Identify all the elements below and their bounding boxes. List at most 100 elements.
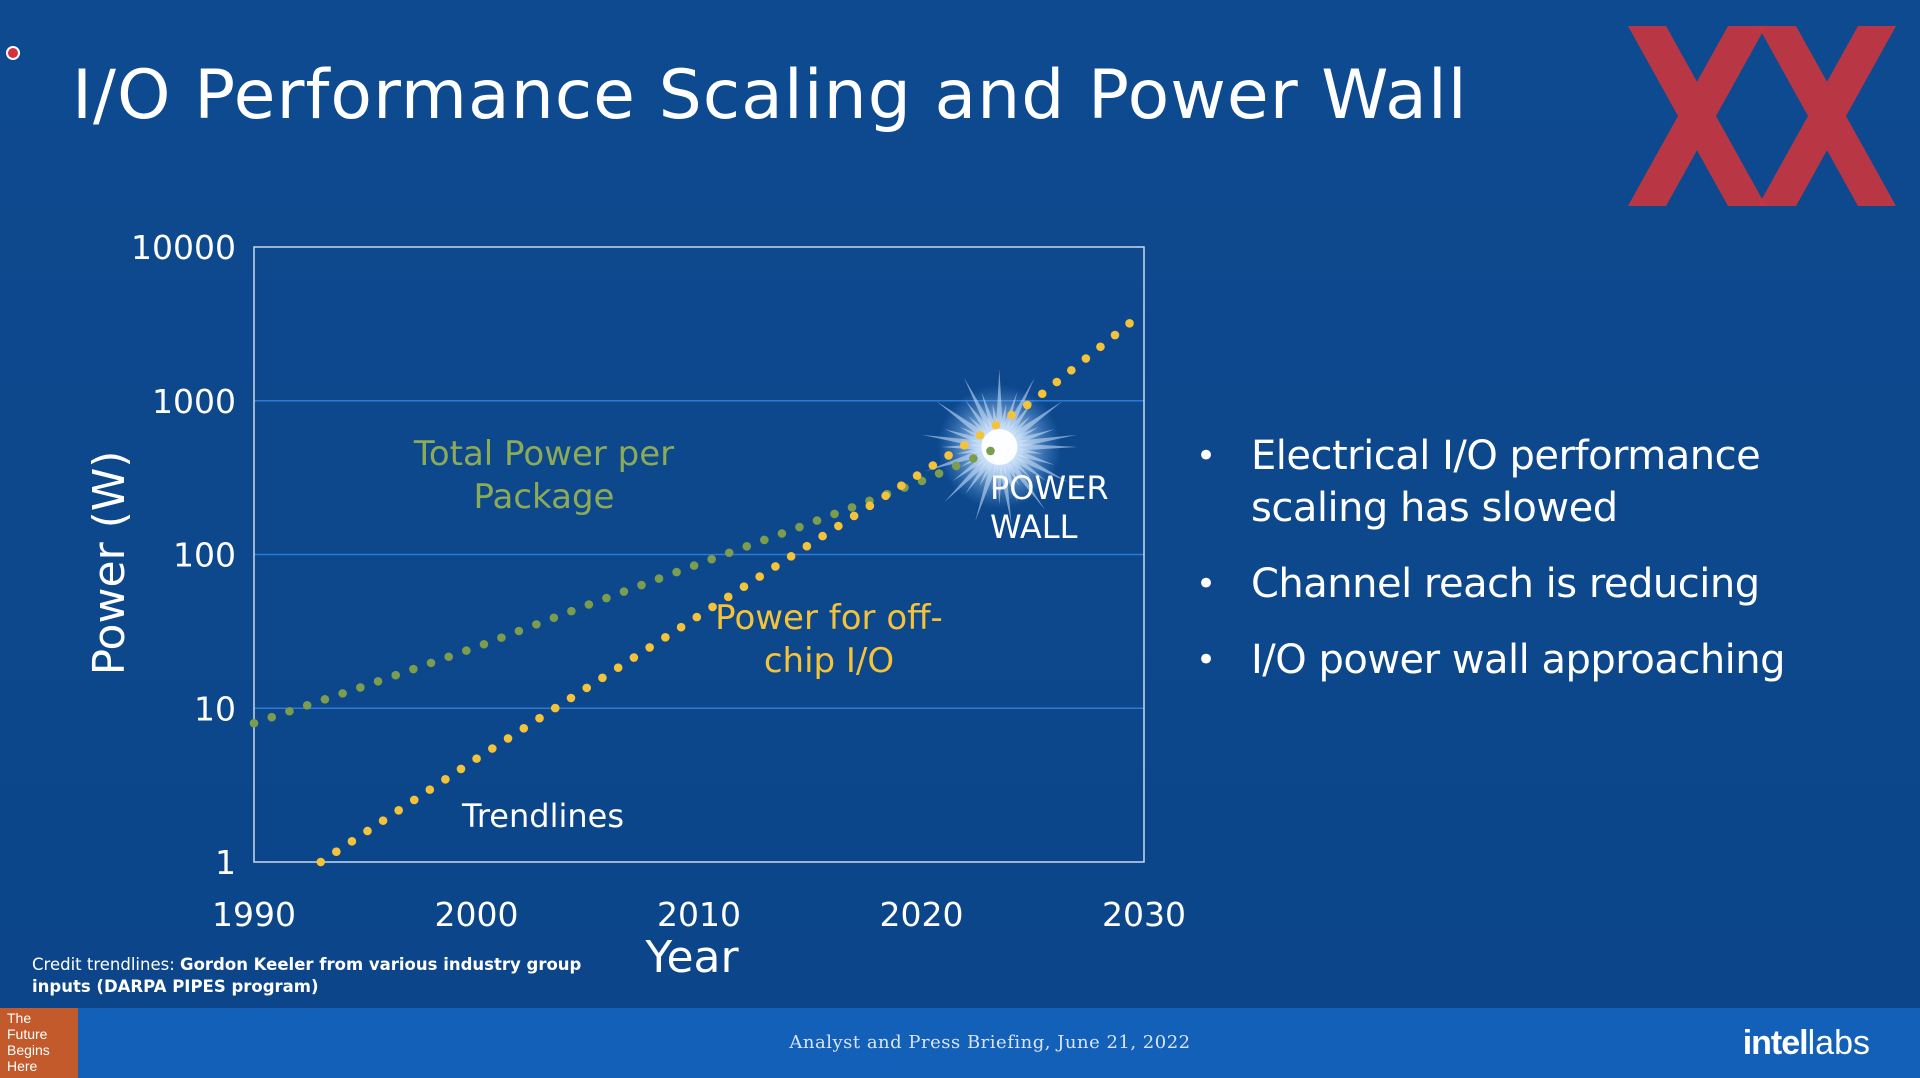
data-point xyxy=(285,706,294,716)
data-point xyxy=(692,612,702,622)
logo-right-x xyxy=(1758,26,1896,206)
data-point xyxy=(991,420,1001,430)
bullet-marker: • xyxy=(1196,564,1216,604)
data-point xyxy=(356,683,365,692)
data-point xyxy=(425,785,435,794)
io-power-label: chip I/O xyxy=(764,641,894,681)
total-power-series xyxy=(249,446,995,728)
data-point xyxy=(619,587,629,596)
logo-left-x xyxy=(1628,26,1766,206)
data-point xyxy=(409,664,418,674)
data-point xyxy=(847,503,857,512)
xx-logo-icon xyxy=(1628,26,1896,206)
tick-layer: 1 10 100 1000 10000 1990 2000 2010 2020 2030 Year P… xyxy=(84,228,1186,983)
data-point xyxy=(645,643,654,652)
data-point xyxy=(1007,410,1016,420)
data-point xyxy=(584,600,594,609)
data-point xyxy=(834,521,843,531)
data-point xyxy=(1096,342,1105,352)
data-point xyxy=(514,626,524,636)
brand-light: labs xyxy=(1807,1024,1870,1062)
data-point xyxy=(1022,400,1032,410)
x-tick-label: 2030 xyxy=(1102,895,1186,934)
data-point xyxy=(1110,330,1120,340)
data-point xyxy=(535,713,544,723)
data-point xyxy=(786,552,796,561)
data-point xyxy=(777,529,787,538)
data-point xyxy=(567,606,576,616)
data-point xyxy=(1037,389,1047,399)
x-tick-label: 2020 xyxy=(880,895,964,934)
data-point xyxy=(363,826,372,836)
data-point xyxy=(456,764,466,774)
data-point xyxy=(316,857,326,867)
bullet-text: Electrical I/O performance scaling has s… xyxy=(1251,433,1761,531)
data-point xyxy=(637,580,646,590)
data-point xyxy=(865,501,875,511)
trendlines-label: Trendlines xyxy=(461,797,624,835)
bullet-item: • I/O power wall approaching xyxy=(1192,634,1892,686)
total-power-label: Total Power per xyxy=(413,434,674,474)
data-point xyxy=(986,446,995,456)
data-point xyxy=(830,509,839,519)
footer-tagline: The Future Begins Here xyxy=(0,1008,78,1078)
io-power-label: Power for off- xyxy=(715,598,943,638)
data-point xyxy=(742,542,752,551)
burst-core xyxy=(981,429,1018,466)
bullet-marker: • xyxy=(1196,436,1216,476)
footer-bar: Analyst and Press Briefing, June 21, 202… xyxy=(0,1008,1920,1078)
bullet-item: • Electrical I/O performance scaling has… xyxy=(1192,430,1892,534)
data-point xyxy=(378,816,388,825)
data-point xyxy=(969,454,978,463)
credit-prefix: Credit trendlines: xyxy=(32,955,181,974)
data-point xyxy=(724,548,734,558)
data-point xyxy=(739,582,749,592)
data-point xyxy=(602,593,611,603)
bullet-list: • Electrical I/O performance scaling has… xyxy=(1192,430,1892,710)
total-power-label: Package xyxy=(474,477,615,517)
x-tick-label: 2000 xyxy=(435,895,519,934)
x-tick-label: 1990 xyxy=(212,895,296,934)
data-point xyxy=(426,658,436,668)
data-point xyxy=(708,602,717,612)
data-point xyxy=(629,653,639,662)
slide: I/O Performance Scaling and Power Wall 1… xyxy=(0,0,1920,1008)
y-axis-title: Power (W) xyxy=(84,451,135,676)
data-point xyxy=(975,430,985,440)
credit-note: Credit trendlines: Gordon Keeler from va… xyxy=(32,954,592,998)
data-point xyxy=(1125,318,1134,328)
power-wall-burst xyxy=(922,369,1078,525)
data-point xyxy=(951,461,961,471)
data-point xyxy=(582,683,592,693)
plot-frame xyxy=(253,246,1145,863)
data-point xyxy=(441,774,450,784)
series-layer xyxy=(249,318,1134,867)
data-point xyxy=(566,693,576,703)
x-tick-label: 2010 xyxy=(657,895,741,934)
data-point xyxy=(944,451,953,460)
credit-body: Gordon Keeler from various industry grou… xyxy=(32,955,582,996)
slide-title: I/O Performance Scaling and Power Wall xyxy=(72,56,1468,135)
data-point xyxy=(497,633,506,642)
data-point xyxy=(391,670,401,680)
data-point xyxy=(373,677,383,686)
data-point xyxy=(689,561,699,570)
data-point xyxy=(672,567,681,577)
data-point xyxy=(472,754,481,763)
data-point xyxy=(812,516,822,525)
y-tick-label: 100 xyxy=(173,536,236,575)
burst-ray xyxy=(998,434,1077,452)
data-point xyxy=(723,592,733,602)
data-point xyxy=(394,806,403,815)
data-point xyxy=(802,541,812,551)
data-point xyxy=(249,718,259,728)
power-chart: 1 10 100 1000 10000 1990 2000 2010 2020 2030 Year P… xyxy=(84,228,1186,983)
data-point xyxy=(598,673,607,683)
y-tick-label: 10 xyxy=(194,689,236,728)
data-point xyxy=(332,847,341,856)
data-point xyxy=(320,695,330,704)
bullet-marker: • xyxy=(1196,640,1216,680)
data-point xyxy=(676,622,686,632)
data-point xyxy=(934,469,944,478)
